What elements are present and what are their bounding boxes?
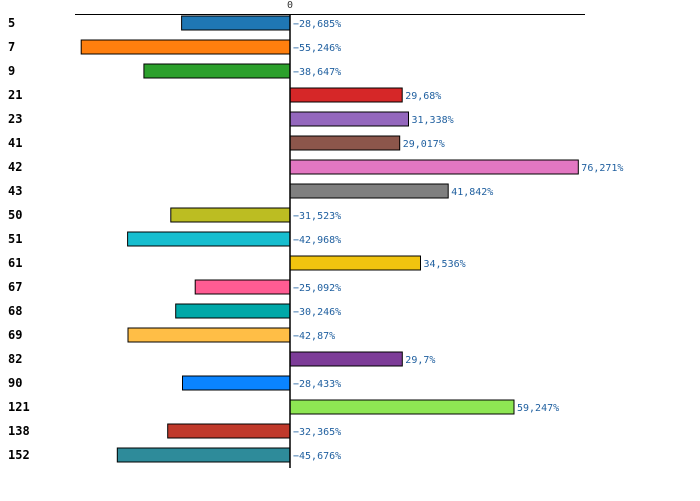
bar-42 <box>289 159 579 175</box>
bar-82 <box>289 351 403 367</box>
bar-67 <box>194 279 291 295</box>
value-label-9: −38,647% <box>293 67 341 78</box>
value-label-82: 29,7% <box>405 355 435 366</box>
category-label-90: 90 <box>8 376 22 390</box>
bar-41 <box>289 135 401 151</box>
bar-61 <box>289 255 421 271</box>
bar-9 <box>143 63 291 79</box>
bar-21 <box>289 87 403 103</box>
value-label-68: −30,246% <box>293 307 341 318</box>
value-label-7: −55,246% <box>293 43 341 54</box>
category-label-9: 9 <box>8 64 15 78</box>
category-label-69: 69 <box>8 328 22 342</box>
bar-68 <box>175 303 291 319</box>
bar-121 <box>289 399 515 415</box>
bar-5 <box>181 15 291 31</box>
bar-69 <box>127 327 291 343</box>
value-label-51: −42,968% <box>293 235 341 246</box>
bar-90 <box>182 375 291 391</box>
bar-138 <box>167 423 291 439</box>
category-label-5: 5 <box>8 16 15 30</box>
value-label-50: −31,523% <box>293 211 341 222</box>
category-label-67: 67 <box>8 280 22 294</box>
value-label-152: −45,676% <box>293 451 341 462</box>
value-label-23: 31,338% <box>412 115 454 126</box>
value-label-5: −28,685% <box>293 19 341 30</box>
value-label-43: 41,842% <box>451 187 493 198</box>
value-label-67: −25,092% <box>293 283 341 294</box>
value-label-121: 59,247% <box>517 403 559 414</box>
category-label-21: 21 <box>8 88 22 102</box>
bar-23 <box>289 111 409 127</box>
category-label-82: 82 <box>8 352 22 366</box>
value-label-90: −28,433% <box>293 379 341 390</box>
value-label-61: 34,536% <box>424 259 466 270</box>
category-label-152: 152 <box>8 448 30 462</box>
zero-tick-label: 0 <box>287 0 293 11</box>
bar-50 <box>170 207 291 223</box>
category-label-41: 41 <box>8 136 22 150</box>
category-label-51: 51 <box>8 232 22 246</box>
category-label-7: 7 <box>8 40 15 54</box>
value-label-42: 76,271% <box>581 163 623 174</box>
value-label-41: 29,017% <box>403 139 445 150</box>
category-label-42: 42 <box>8 160 22 174</box>
category-label-138: 138 <box>8 424 30 438</box>
value-label-21: 29,68% <box>405 91 441 102</box>
category-label-50: 50 <box>8 208 22 222</box>
category-label-23: 23 <box>8 112 22 126</box>
category-label-61: 61 <box>8 256 22 270</box>
value-label-138: −32,365% <box>293 427 341 438</box>
category-label-121: 121 <box>8 400 30 414</box>
bar-152 <box>116 447 291 463</box>
value-label-69: −42,87% <box>293 331 335 342</box>
category-label-43: 43 <box>8 184 22 198</box>
bar-51 <box>127 231 291 247</box>
bar-43 <box>289 183 449 199</box>
bar-7 <box>80 39 291 55</box>
category-label-68: 68 <box>8 304 22 318</box>
